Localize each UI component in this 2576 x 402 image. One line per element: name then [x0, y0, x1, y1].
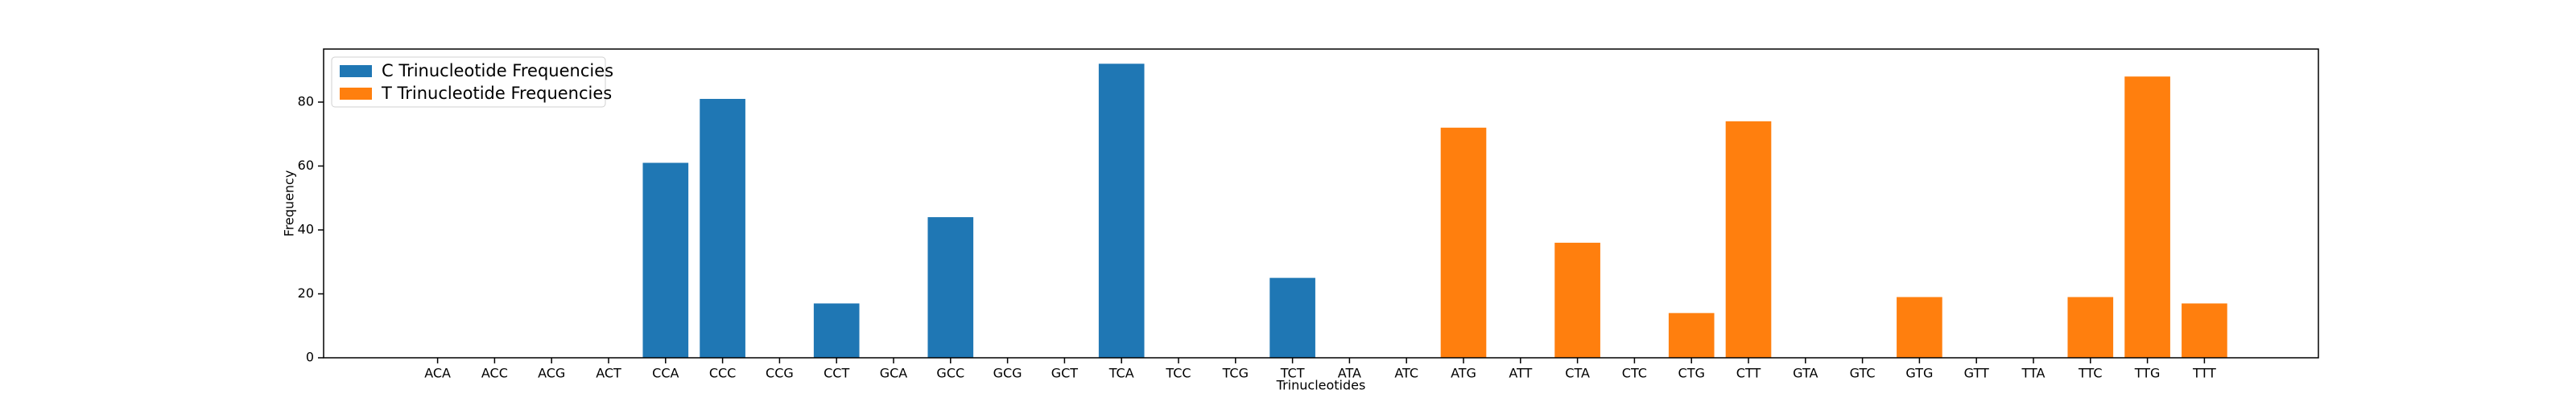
bar — [2067, 297, 2114, 358]
x-tick-label: ACG — [538, 366, 565, 381]
bar — [1725, 121, 1772, 359]
y-tick-label: 40 — [298, 221, 314, 236]
x-tick-label: CTC — [1622, 366, 1647, 381]
y-axis-label: Frequency — [282, 170, 297, 237]
x-tick-label: GCG — [993, 366, 1022, 381]
bar — [927, 217, 974, 358]
x-tick-label: GTG — [1905, 366, 1933, 381]
bar — [1554, 242, 1600, 358]
y-tick-label: 80 — [298, 93, 314, 109]
x-tick-label: TTA — [2021, 366, 2046, 381]
x-tick-label: ACC — [481, 366, 508, 381]
x-tick-label: CTT — [1736, 366, 1761, 381]
y-tick-label: 20 — [298, 285, 314, 301]
x-tick-label: ATG — [1451, 366, 1476, 381]
x-tick-label: GTT — [1964, 366, 1989, 381]
y-tick-label: 60 — [298, 158, 314, 173]
x-tick-label: TCC — [1165, 366, 1191, 381]
x-tick-label: ACA — [424, 366, 451, 381]
x-tick-label: TCT — [1280, 366, 1305, 381]
bar — [1269, 277, 1315, 358]
legend-swatch — [340, 88, 372, 100]
x-tick-label: GCT — [1051, 366, 1079, 381]
x-tick-label: ATT — [1509, 366, 1532, 381]
x-tick-label: TCG — [1222, 366, 1249, 381]
x-tick-label: ACT — [596, 366, 621, 381]
bar — [642, 162, 689, 358]
x-tick-label: ATC — [1394, 366, 1418, 381]
x-axis-label: Trinucleotides — [1276, 378, 1366, 393]
x-tick-label: CCG — [766, 366, 794, 381]
bar — [1668, 313, 1715, 358]
x-tick-label: CTA — [1565, 366, 1590, 381]
x-tick-label: TCA — [1108, 366, 1134, 381]
y-tick-label: 0 — [306, 350, 314, 365]
x-tick-label: TTT — [2192, 366, 2216, 381]
x-tick-label: ATA — [1338, 366, 1361, 381]
bar — [1897, 297, 1942, 358]
x-tick-label: GCA — [880, 366, 908, 381]
bar — [700, 99, 745, 358]
x-tick-label: GCC — [936, 366, 964, 381]
bar — [1098, 64, 1145, 359]
x-tick-label: TTG — [2134, 366, 2161, 381]
plot-frame — [323, 48, 2319, 359]
legend-swatch — [340, 65, 372, 77]
x-tick-label: TTC — [2078, 366, 2103, 381]
legend-box — [331, 56, 606, 108]
legend-label: T Trinucleotide Frequencies — [381, 84, 612, 103]
bar — [2182, 303, 2227, 358]
x-tick-label: CCA — [652, 366, 679, 381]
x-tick-label: GTA — [1793, 366, 1818, 381]
legend-label: C Trinucleotide Frequencies — [382, 61, 613, 80]
bar — [813, 303, 860, 358]
x-tick-label: CCC — [709, 366, 737, 381]
bar — [2124, 76, 2170, 358]
x-tick-label: CCT — [824, 366, 849, 381]
bar — [1440, 127, 1487, 358]
x-tick-label: GTC — [1850, 366, 1876, 381]
x-tick-label: CTG — [1678, 366, 1705, 381]
